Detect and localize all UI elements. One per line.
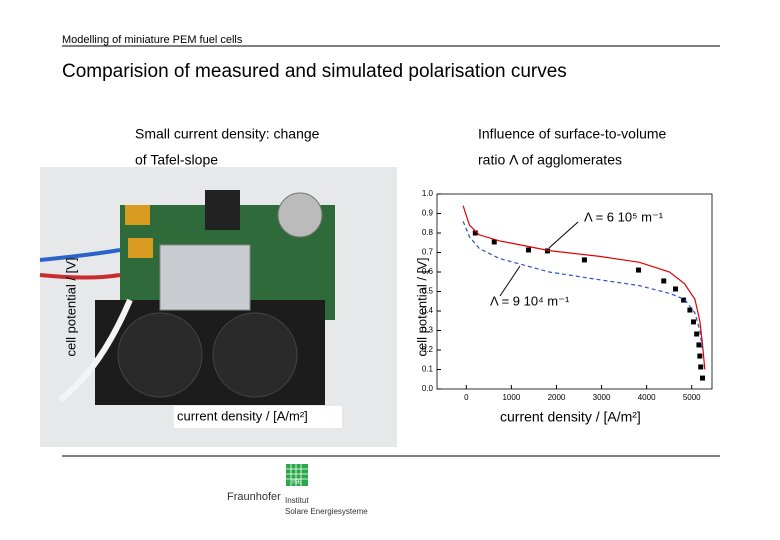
right-caption: Influence of surface-to-volume [478, 126, 667, 142]
x-tick-label: 1000 [502, 393, 520, 402]
annotation-pointer [499, 265, 521, 297]
running-title: Modelling of miniature PEM fuel cells [62, 34, 243, 46]
y-axis-label: cell potential / [V] [414, 258, 429, 357]
data-point [698, 364, 704, 370]
annotation-pointer [548, 221, 579, 249]
data-point [544, 248, 550, 254]
y-tick-label: 0.4 [422, 306, 434, 315]
annotation: Λ = 6 10⁵ m⁻¹ [584, 209, 664, 224]
x-tick-label: 3000 [593, 393, 611, 402]
y-tick-label: 0.1 [422, 365, 434, 374]
data-point [581, 257, 587, 263]
y-tick-label: 0.3 [422, 326, 434, 335]
data-point [691, 319, 697, 325]
logo-brand: Fraunhofer [227, 491, 281, 503]
data-point [491, 239, 497, 245]
data-point [472, 230, 478, 236]
logo-institute: Institut [285, 496, 309, 505]
data-point [700, 375, 706, 381]
slide-title: Comparision of measured and simulated po… [62, 61, 567, 82]
data-point [672, 286, 678, 292]
y-tick-label: 0.7 [422, 248, 434, 257]
annotation: Λ = 9 10⁴ m⁻¹ [490, 293, 570, 308]
left-caption: of Tafel-slope [135, 152, 218, 168]
x-tick-label: 4000 [638, 393, 656, 402]
plot-frame [436, 193, 713, 390]
logo: ISE Fraunhofer Institut Solare Energiesy… [227, 464, 368, 516]
logo-institute: Solare Energiesysteme [285, 507, 368, 516]
data-point [697, 353, 703, 359]
left-caption: Small current density: change [135, 126, 320, 142]
photo [39, 167, 397, 447]
x-axis-label: current density / [A/m²] [500, 409, 641, 425]
left-x-label: current density / [A/m²] [177, 408, 308, 423]
y-tick-label: 0.5 [422, 287, 434, 296]
x-tick-label: 2000 [548, 393, 566, 402]
data-point [687, 307, 693, 313]
y-tick-label: 0.2 [422, 345, 434, 354]
y-tick-label: 0.6 [422, 267, 434, 276]
curve [462, 205, 706, 370]
data-point [696, 342, 702, 348]
right-caption: ratio Λ of agglomerates [478, 152, 622, 168]
data-point [636, 267, 642, 273]
x-tick-label: 5000 [683, 393, 701, 402]
data-point [681, 297, 687, 303]
left-y-label: cell potential / [V] [63, 258, 78, 357]
y-tick-label: 0.8 [422, 228, 434, 237]
curve [462, 221, 704, 351]
y-tick-label: 0.0 [422, 384, 434, 393]
x-tick-label: 0 [464, 393, 469, 402]
y-tick-label: 1.0 [422, 189, 434, 198]
y-tick-label: 0.9 [422, 209, 434, 218]
logo-ise: ISE [292, 480, 302, 486]
data-point [526, 247, 532, 253]
data-point [661, 278, 667, 284]
chart: 0.0 0.1 0.2 0.3 0.4 0.5 0.6 0.7 0.8 0.9 1.0 0 1000 20… [414, 189, 713, 425]
data-point [694, 331, 700, 337]
